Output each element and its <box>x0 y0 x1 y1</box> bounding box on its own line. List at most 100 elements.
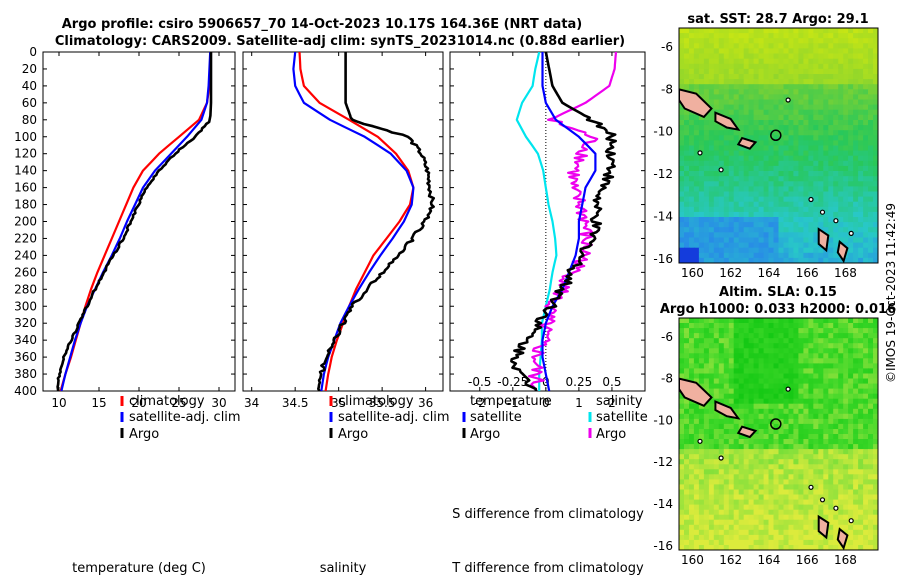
map-cell <box>773 89 780 95</box>
map-cell <box>713 160 720 167</box>
map-cell <box>803 328 809 334</box>
map-cell <box>803 155 809 162</box>
map-cell <box>693 368 700 374</box>
map-cell <box>838 176 844 182</box>
map-cell <box>798 509 804 516</box>
map-cell <box>768 186 775 193</box>
map-cell <box>803 534 809 541</box>
map-cell <box>748 323 755 329</box>
map-cell <box>848 79 854 85</box>
map-cell <box>858 99 864 106</box>
map-cell <box>848 125 854 131</box>
map-cell <box>813 318 819 324</box>
map-cell <box>723 388 730 395</box>
map-cell <box>828 358 834 364</box>
map-cell <box>723 363 730 369</box>
map-cell <box>798 237 804 244</box>
map-cell <box>793 328 799 334</box>
map-cell <box>758 343 765 349</box>
map-cell <box>788 211 795 218</box>
map-xtick-label: 164 <box>757 553 780 567</box>
map-cell <box>698 338 705 344</box>
map-cell <box>778 454 785 460</box>
map-cell <box>693 227 700 233</box>
map-cell <box>743 368 750 374</box>
map-cell <box>843 28 849 34</box>
map-cell <box>818 338 824 344</box>
map-cell <box>798 413 804 420</box>
map-cell <box>808 459 814 465</box>
map-cell <box>813 479 819 485</box>
map-cell <box>689 484 695 490</box>
map-cell <box>803 333 809 339</box>
map-cell <box>743 348 750 354</box>
map-cell <box>773 439 780 445</box>
difference-top-xlabel: S difference from climatology <box>452 507 644 522</box>
map-cell <box>763 439 770 445</box>
map-cell <box>783 358 790 364</box>
map-cell <box>743 155 750 162</box>
map-cell <box>708 130 715 136</box>
map-cell <box>868 479 874 485</box>
map-cell <box>868 135 874 141</box>
map-cell <box>783 338 790 344</box>
legend-sal-satellite-label: satellite <box>596 410 648 425</box>
map-cell <box>768 201 775 208</box>
map-cell <box>723 545 730 550</box>
map-cell <box>698 539 705 546</box>
map-cell <box>703 323 710 329</box>
map-cell <box>868 413 874 420</box>
map-cell <box>858 484 864 490</box>
map-cell <box>823 68 829 75</box>
map-cell <box>679 201 685 208</box>
map-cell <box>863 539 869 546</box>
map-cell <box>718 393 725 400</box>
map-cell <box>773 196 780 203</box>
map-cell <box>723 191 730 198</box>
map-cell <box>848 38 854 44</box>
map-cell <box>723 479 730 485</box>
map-cell <box>838 120 844 126</box>
map-cell <box>873 393 878 400</box>
map-cell <box>733 222 740 228</box>
map-cell <box>689 155 695 162</box>
map-cell <box>833 444 839 450</box>
map-cell <box>763 104 770 111</box>
map-cell <box>798 514 804 521</box>
map-cell <box>873 545 878 550</box>
map-cell <box>788 155 795 162</box>
map-cell <box>773 459 780 465</box>
map-cell <box>768 459 775 465</box>
map-cell <box>753 125 760 131</box>
map-cell <box>703 444 710 450</box>
map-cell <box>813 171 819 177</box>
map-cell <box>693 217 700 223</box>
map-cell <box>833 160 839 167</box>
map-cell <box>843 499 849 506</box>
map-cell <box>873 429 878 435</box>
xtick-label: 2 <box>608 396 616 410</box>
map-cell <box>798 165 804 172</box>
map-cell <box>743 403 750 410</box>
map-cell <box>698 74 705 80</box>
map-cell <box>718 439 725 445</box>
map-cell <box>743 545 750 550</box>
map-cell <box>823 504 829 511</box>
map-cell <box>848 393 854 400</box>
map-cell <box>708 353 715 359</box>
map-cell <box>689 363 695 369</box>
map-cell <box>873 323 878 329</box>
map-cell <box>758 38 765 44</box>
map-cell <box>738 469 745 475</box>
map-cell <box>848 145 854 152</box>
map-cell <box>773 104 780 111</box>
map-cell <box>858 104 864 111</box>
map-cell <box>703 545 710 550</box>
map-cell <box>803 434 809 440</box>
map-cell <box>778 257 785 263</box>
map-cell <box>803 504 809 511</box>
map-cell <box>768 217 775 223</box>
map-cell <box>718 368 725 374</box>
map-cell <box>768 68 775 75</box>
map-cell <box>843 444 849 450</box>
